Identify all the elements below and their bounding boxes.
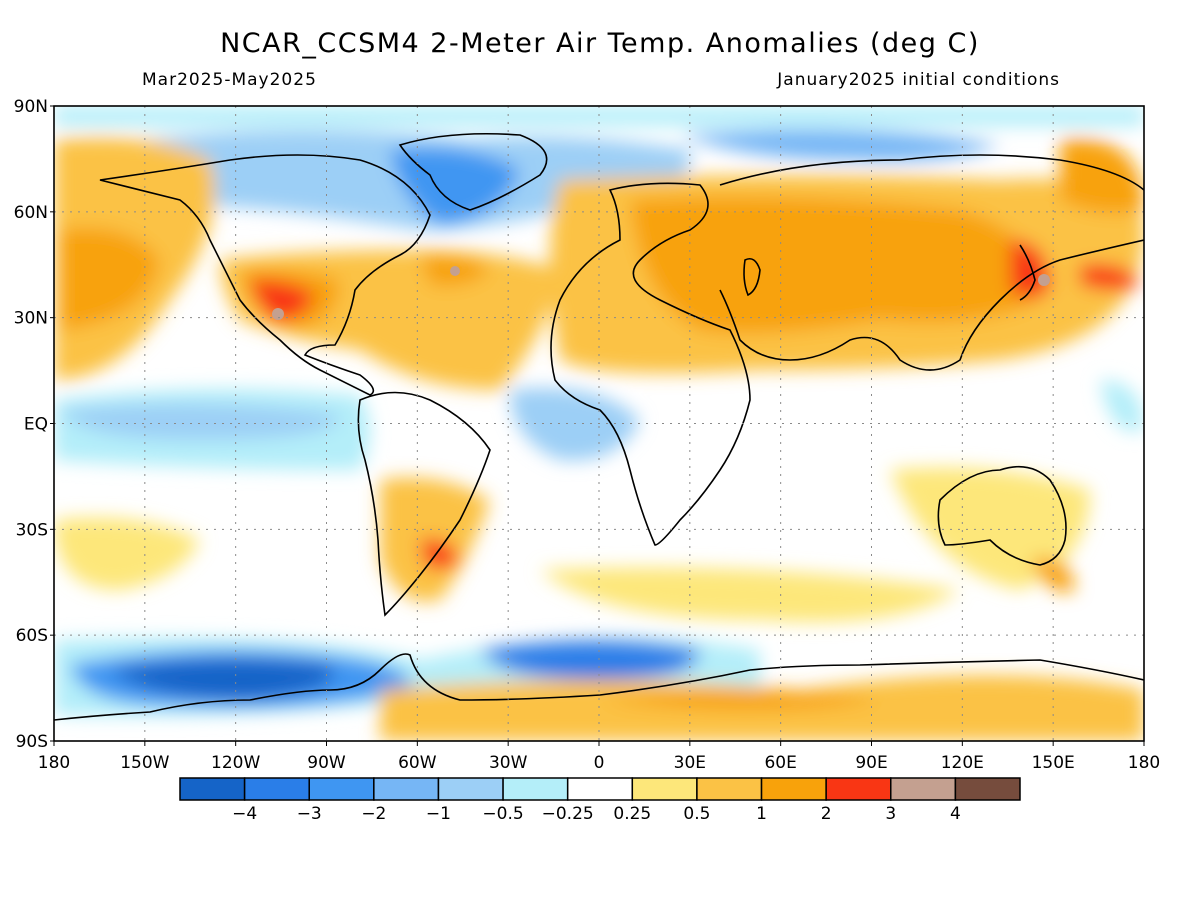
colorbar-label: −2 [361, 804, 386, 824]
lat-label-30s: 30S [16, 520, 48, 540]
colorbar-swatch [243, 777, 310, 801]
warm-shading-antarctica-core [600, 690, 880, 710]
lat-label-eq: EQ [24, 415, 48, 435]
asia-coast [719, 154, 1144, 371]
lon-label-30e: 30E [674, 753, 706, 773]
colorbar-swatch [890, 777, 957, 801]
colorbar-swatch [631, 777, 698, 801]
greenland-coast [398, 132, 548, 211]
colorbar-label: −0.5 [482, 804, 523, 824]
colorbar-swatch [437, 777, 504, 801]
japan-coast [1019, 244, 1036, 301]
lon-label-90e: 90E [855, 753, 887, 773]
colorbar-swatch [696, 777, 763, 801]
cool-shading-arctic-russia [680, 129, 1000, 161]
peak-shading-southwest-us [272, 308, 284, 320]
lat-label-60s: 60S [16, 626, 48, 646]
colorbar-swatch [179, 777, 246, 801]
colorbar-label: −3 [297, 804, 322, 824]
warm-shading-east-siberia [1060, 138, 1144, 214]
colorbar-swatch [760, 777, 827, 801]
north-america-coast [99, 154, 431, 396]
colorbar-label: 0.5 [683, 804, 710, 824]
colorbar: −4 −3 −2 −1 −0.5 −0.25 0.25 0.5 1 2 3 4 [179, 777, 1021, 824]
colorbar-label: 4 [950, 804, 961, 824]
colorbar-label: −4 [232, 804, 257, 824]
initial-conditions-note: January2025 initial conditions [777, 70, 1060, 90]
warm-shading-eurasia-core [630, 196, 1040, 334]
colorbar-swatch [954, 777, 1021, 801]
cool-shading-southern-atlantic [480, 640, 700, 680]
colorbar-label: 3 [885, 804, 896, 824]
cool-shading-western-pacific [1100, 380, 1144, 432]
lon-label-60e: 60E [764, 753, 796, 773]
map-title: NCAR_CCSM4 2-Meter Air Temp. Anomalies (… [220, 28, 980, 59]
cool-shading-southern-pacific-core [110, 658, 334, 700]
colorbar-label: 0.25 [613, 804, 651, 824]
colorbar-swatch [566, 777, 634, 801]
graticule [54, 106, 1144, 741]
lon-label-60w: 60W [398, 753, 437, 773]
lat-label-30n: 30N [14, 309, 48, 329]
lon-label-120w: 120W [211, 753, 260, 773]
antarctica-coast [54, 653, 1144, 721]
warm-shading-north-pacific [1080, 264, 1140, 290]
cool-shading-equatorial-pacific-core [60, 403, 340, 440]
colorbar-label: −0.25 [542, 804, 594, 824]
warm-shading-south-pacific [54, 517, 200, 590]
cool-shading-greenland [390, 147, 520, 225]
colorbar-swatch [825, 777, 892, 801]
colorbar-swatch [502, 777, 569, 801]
peak-shading-newfoundland [450, 266, 460, 276]
lon-label-180: 180 [38, 753, 70, 773]
lon-label-120e: 120E [941, 753, 984, 773]
lon-label-90w: 90W [307, 753, 346, 773]
australia-coast [937, 465, 1067, 566]
warm-shading-southwest-us-core [250, 279, 315, 322]
lon-label-150e: 150E [1032, 753, 1075, 773]
lon-label-30w: 30W [489, 753, 528, 773]
peak-shading-japan [1038, 274, 1050, 286]
lon-label-150w: 150W [120, 753, 169, 773]
cool-shading-gulf-of-guinea [510, 388, 640, 461]
colorbar-swatch [308, 777, 375, 801]
south-america-coast [357, 391, 491, 617]
lat-label-90s: 90S [16, 732, 48, 752]
caspian-sea-coast [743, 257, 761, 297]
colorbar-label: 2 [821, 804, 832, 824]
lon-label-180: 180 [1128, 753, 1160, 773]
lat-label-60n: 60N [14, 203, 48, 223]
warm-shading-northeast-pacific-core [60, 228, 160, 330]
colorbar-label: −1 [426, 804, 451, 824]
lat-label-90n: 90N [14, 97, 48, 117]
colorbar-swatch [373, 777, 440, 801]
warm-shading-south-indian [540, 567, 960, 622]
warm-shading-tasman [1030, 558, 1075, 592]
map-panel [53, 105, 1145, 742]
lon-label-0: 0 [594, 753, 605, 773]
forecast-period: Mar2025-May2025 [142, 70, 317, 90]
europe-africa-coast [550, 182, 751, 546]
colorbar-label: 1 [756, 804, 767, 824]
coastlines [54, 132, 1144, 721]
